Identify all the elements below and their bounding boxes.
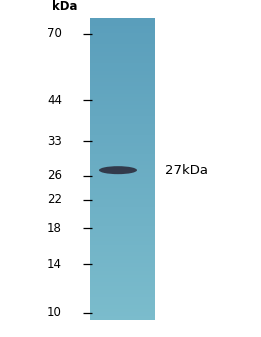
Bar <box>90 131 155 135</box>
Text: 70: 70 <box>47 27 62 40</box>
Bar <box>90 184 155 188</box>
Bar <box>90 158 155 162</box>
Bar <box>90 282 155 286</box>
Bar <box>90 195 155 200</box>
Bar <box>90 203 155 207</box>
Bar <box>90 259 155 264</box>
Bar <box>90 124 155 128</box>
Bar <box>90 93 155 98</box>
Bar <box>90 101 155 105</box>
Bar <box>90 139 155 143</box>
Bar <box>90 218 155 222</box>
Bar <box>90 26 155 30</box>
Bar <box>90 312 155 317</box>
Bar <box>90 154 155 158</box>
Bar <box>90 267 155 271</box>
Bar <box>90 256 155 260</box>
Ellipse shape <box>99 166 137 174</box>
Bar <box>90 192 155 196</box>
Bar <box>90 29 155 34</box>
Bar <box>90 294 155 298</box>
Bar <box>90 290 155 294</box>
Text: kDa: kDa <box>52 0 78 13</box>
Bar <box>90 71 155 75</box>
Bar <box>90 165 155 170</box>
Bar <box>90 74 155 79</box>
Bar <box>90 211 155 215</box>
Bar <box>90 275 155 279</box>
Text: 27kDa: 27kDa <box>165 164 208 177</box>
Bar <box>90 271 155 275</box>
Bar <box>90 226 155 230</box>
Bar <box>90 143 155 147</box>
Bar <box>90 109 155 113</box>
Bar <box>90 177 155 181</box>
Bar <box>90 56 155 60</box>
Bar <box>90 286 155 290</box>
Bar <box>90 116 155 120</box>
Bar <box>90 252 155 256</box>
Bar <box>90 105 155 109</box>
Text: 10: 10 <box>47 306 62 319</box>
Bar <box>90 44 155 49</box>
Bar <box>90 316 155 320</box>
Bar <box>90 120 155 124</box>
Bar <box>90 146 155 151</box>
Bar <box>90 241 155 245</box>
Bar <box>90 309 155 313</box>
Bar <box>90 180 155 185</box>
Bar <box>90 214 155 219</box>
Bar <box>90 278 155 283</box>
Text: 14: 14 <box>47 258 62 271</box>
Bar <box>90 245 155 249</box>
Bar <box>90 33 155 37</box>
Bar <box>90 199 155 204</box>
Bar <box>90 222 155 226</box>
Bar <box>90 67 155 71</box>
Bar <box>90 41 155 45</box>
Bar <box>90 188 155 192</box>
Text: 18: 18 <box>47 222 62 235</box>
Bar <box>90 97 155 101</box>
Bar <box>90 82 155 87</box>
Bar <box>90 301 155 305</box>
Bar <box>90 48 155 53</box>
Bar <box>90 161 155 166</box>
Bar <box>90 63 155 68</box>
Bar <box>90 207 155 211</box>
Bar <box>90 52 155 56</box>
Text: 44: 44 <box>47 94 62 106</box>
Bar <box>90 135 155 139</box>
Bar <box>90 60 155 64</box>
Bar <box>90 37 155 41</box>
Bar <box>90 169 155 173</box>
Bar <box>90 22 155 26</box>
Bar <box>90 173 155 177</box>
Bar <box>90 233 155 238</box>
Bar <box>90 248 155 252</box>
Bar <box>90 297 155 302</box>
Text: 22: 22 <box>47 193 62 206</box>
Bar <box>90 127 155 132</box>
Bar <box>90 237 155 241</box>
Bar <box>90 264 155 268</box>
Bar <box>90 79 155 83</box>
Text: 33: 33 <box>47 135 62 148</box>
Bar <box>90 150 155 154</box>
Bar <box>90 305 155 309</box>
Bar <box>90 90 155 94</box>
Bar <box>90 229 155 234</box>
Text: 26: 26 <box>47 169 62 182</box>
Bar <box>90 112 155 117</box>
Bar <box>90 86 155 90</box>
Bar <box>90 18 155 22</box>
